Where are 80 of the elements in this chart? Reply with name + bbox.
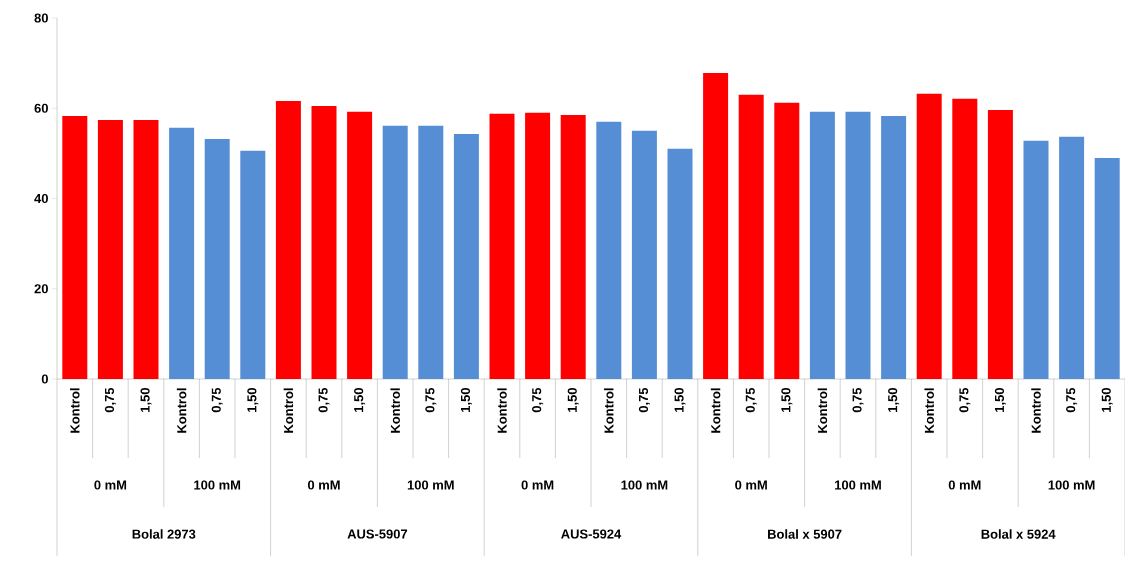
text: 0 mM	[948, 480, 981, 490]
text: Bolal x 5907	[768, 529, 842, 539]
x-tick-label: 0,75	[318, 387, 330, 413]
x-tick-label: 0,75	[425, 387, 437, 413]
bar	[703, 73, 729, 379]
bar	[952, 98, 978, 379]
text: 0 mM	[94, 480, 127, 490]
bar	[560, 115, 586, 379]
text: Bolal x 5924	[981, 529, 1056, 539]
x-tick-label: Kontrol	[817, 388, 828, 433]
bar	[97, 119, 123, 379]
bar	[987, 110, 1013, 379]
bar	[596, 121, 622, 379]
bar	[881, 115, 907, 379]
x-tick-label: Kontrol	[1031, 388, 1041, 433]
text: 0 mM	[735, 480, 767, 490]
bar	[275, 101, 301, 379]
bar	[916, 93, 942, 379]
bar	[133, 119, 159, 379]
y-tick-label: 20	[34, 284, 48, 294]
bar	[809, 111, 835, 379]
bar	[489, 113, 515, 379]
text: 100 mM	[621, 480, 668, 490]
y-tick-label: 0	[41, 374, 48, 384]
bar	[347, 111, 373, 379]
bar	[453, 133, 479, 379]
bar	[169, 127, 195, 379]
x-tick-label: 0,75	[211, 387, 223, 413]
x-tick-label: 1,50	[781, 388, 793, 412]
x-tick-label: 0,75	[1066, 387, 1078, 413]
x-tick-label: Kontrol	[283, 388, 294, 433]
bar	[311, 105, 337, 379]
x-tick-label: Kontrol	[176, 388, 187, 433]
bar	[845, 111, 871, 379]
y-tick-label: 60	[34, 103, 48, 113]
x-tick-label: 0,75	[104, 387, 116, 413]
text: 100 mM	[407, 480, 454, 490]
x-tick-label: 1,50	[460, 388, 472, 412]
y-tick-label: 80	[34, 13, 48, 23]
x-tick-label: 1,50	[994, 388, 1006, 412]
x-tick-label: 0,75	[745, 387, 757, 413]
x-tick-label: Kontrol	[390, 388, 400, 433]
bar	[738, 94, 764, 379]
x-tick-label: Kontrol	[497, 388, 507, 433]
x-tick-label: 1,50	[247, 388, 259, 412]
bar	[240, 150, 266, 379]
text: AUS-5907	[347, 529, 408, 539]
text: 0 mM	[307, 480, 340, 490]
x-tick-label: Kontrol	[604, 388, 614, 433]
text: Bolal 2973	[132, 529, 196, 539]
x-tick-label: 1,50	[888, 388, 900, 412]
bar	[525, 112, 551, 379]
x-tick-label: Kontrol	[924, 388, 934, 433]
x-tick-label: 1,50	[354, 388, 366, 412]
x-tick-label: 1,50	[567, 388, 579, 412]
x-tick-label: 0,75	[638, 387, 650, 413]
x-tick-label: 1,50	[1101, 388, 1113, 412]
bar	[1094, 157, 1120, 379]
x-tick-label: 0,75	[959, 387, 971, 413]
bar	[667, 148, 693, 379]
bar	[1059, 136, 1085, 379]
x-tick-label: 1,50	[674, 388, 686, 412]
bar	[1023, 140, 1049, 379]
x-tick-label: 1,50	[140, 388, 152, 412]
x-tick-label: 0,75	[852, 387, 864, 413]
bar	[382, 125, 408, 379]
text: 100 mM	[1048, 480, 1095, 490]
bar	[62, 115, 88, 379]
bar	[204, 138, 230, 379]
bar	[631, 130, 657, 379]
text: 100 mM	[194, 480, 241, 490]
x-tick-label: Kontrol	[710, 388, 721, 433]
text: 0 mM	[521, 480, 554, 490]
x-tick-label: Kontrol	[70, 388, 80, 433]
x-tick-label: 0,75	[532, 387, 544, 413]
y-tick-label: 40	[34, 193, 48, 204]
text: AUS-5924	[561, 529, 622, 539]
bar	[774, 102, 800, 379]
bar	[418, 125, 444, 379]
text: 100 mM	[835, 480, 881, 490]
